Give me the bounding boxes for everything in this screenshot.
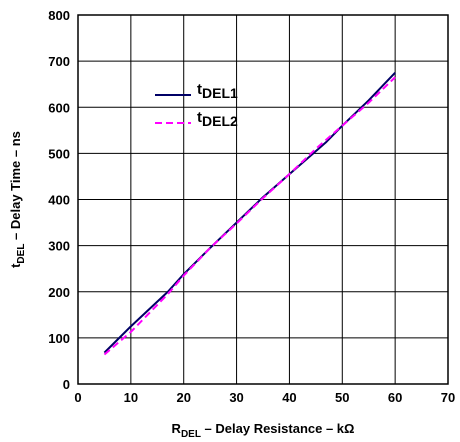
y-tick-label: 300 <box>48 239 70 254</box>
y-tick-label: 400 <box>48 193 70 208</box>
y-tick-label: 100 <box>48 331 70 346</box>
series-line-1 <box>103 71 396 354</box>
legend: tDEL1 tDEL2 <box>155 81 238 129</box>
x-tick-label: 60 <box>388 390 402 405</box>
x-tick-label: 40 <box>282 390 296 405</box>
y-tick-label: 600 <box>48 100 70 115</box>
series-line-2 <box>103 76 396 356</box>
x-tick-label: 70 <box>441 390 455 405</box>
y-tick-label: 500 <box>48 146 70 161</box>
legend-label-1: tDEL1 <box>197 81 238 101</box>
x-tick-label: 30 <box>229 390 243 405</box>
y-tick-label: 0 <box>63 377 70 392</box>
y-tick-label: 200 <box>48 285 70 300</box>
x-tick-label: 20 <box>176 390 190 405</box>
y-tick-label: 700 <box>48 54 70 69</box>
legend-label-2: tDEL2 <box>197 109 238 129</box>
y-axis-title: tDEL – Delay Time – ns <box>8 131 27 268</box>
x-tick-label: 10 <box>124 390 138 405</box>
y-axis-ticks: 0 100 200 300 400 500 600 700 800 <box>48 8 70 392</box>
x-tick-label: 0 <box>74 390 81 405</box>
x-axis-ticks: 0 10 20 30 40 50 60 70 <box>74 390 455 405</box>
plot-area <box>77 14 449 385</box>
x-tick-label: 50 <box>335 390 349 405</box>
y-tick-label: 800 <box>48 8 70 23</box>
x-axis-title: RDEL – Delay Resistance – kΩ <box>172 421 355 440</box>
series-group <box>103 71 396 356</box>
